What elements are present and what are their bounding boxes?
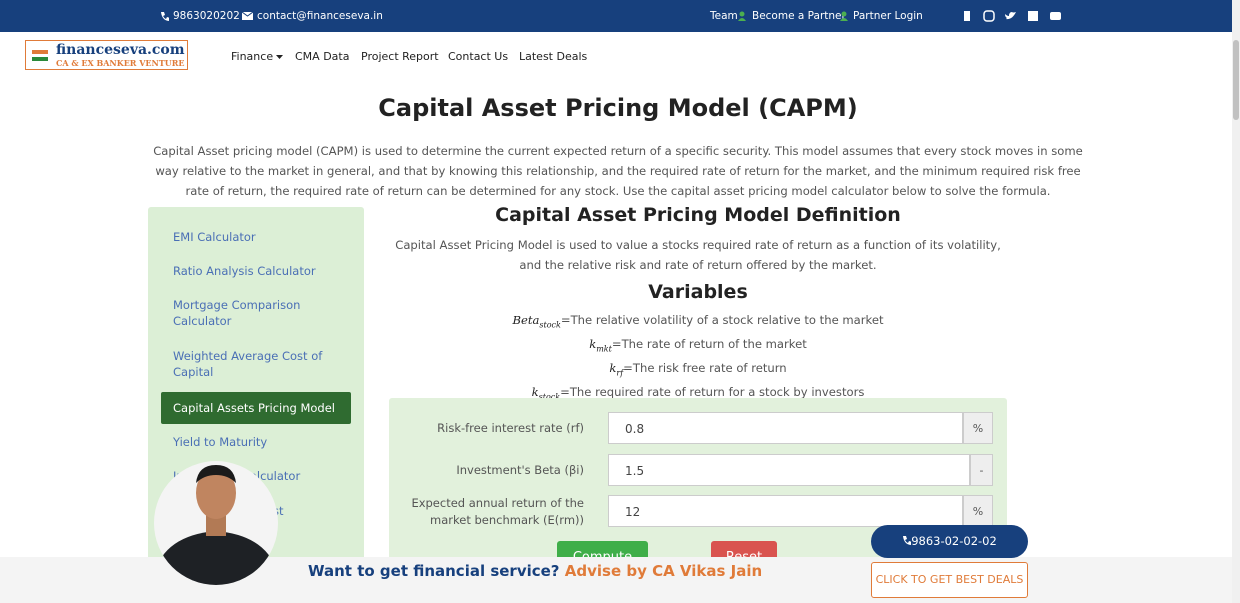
nav-link[interactable]: Project Report xyxy=(361,50,439,63)
logo-tagline: CA & EX BANKER VENTURE xyxy=(56,58,185,68)
variables-heading: Variables xyxy=(648,281,748,303)
variable: kmkt=The rate of return of the market xyxy=(389,335,1007,359)
scrollbar xyxy=(1232,0,1240,603)
footer-text: Want to get financial service? Advise by… xyxy=(308,562,762,580)
side-link[interactable]: Weighted Average Cost of Capital xyxy=(173,349,323,379)
input[interactable]: 12 xyxy=(608,495,963,527)
symbol: k xyxy=(609,361,617,376)
subscript: stock xyxy=(539,320,561,330)
phone-icon xyxy=(161,12,169,21)
subscript: mkt xyxy=(596,344,612,354)
symbol: k xyxy=(589,337,597,352)
variable-text: =The relative volatility of a stock rela… xyxy=(560,313,884,327)
variable: kstock=The required rate of return for a… xyxy=(389,383,1007,407)
top-link[interactable]: Team xyxy=(710,10,738,22)
subscript: stock xyxy=(538,392,561,402)
input-unit: % xyxy=(963,412,993,444)
logo-icon xyxy=(32,50,48,61)
advisor-photo xyxy=(154,461,278,585)
variable-text: =The required rate of return for a stock… xyxy=(560,385,865,400)
logo[interactable]: financeseva.com CA & EX BANKER VENTURE xyxy=(25,40,188,70)
advisor[interactable]: Advise by CA Vikas Jain xyxy=(564,562,763,580)
phone-icon xyxy=(903,536,913,545)
footer-phone: 9863-02-02-02 xyxy=(911,534,997,548)
field-label: Investment's Beta (βi) xyxy=(456,463,584,477)
input[interactable]: 1.5 xyxy=(608,454,970,486)
intro: Capital Asset pricing model (CAPM) is us… xyxy=(153,144,1083,198)
scroll-thumb[interactable] xyxy=(1233,40,1239,120)
social-icons[interactable] xyxy=(962,10,1062,22)
user-icons xyxy=(738,11,848,21)
input-unit: % xyxy=(963,495,993,527)
variable-text: =The rate of return of the market xyxy=(611,337,807,352)
call-button[interactable]: 9863-02-02-02 xyxy=(871,525,1028,558)
side-link[interactable]: Ratio Analysis Calculator xyxy=(173,264,316,278)
definition-heading: Capital Asset Pricing Model Definition xyxy=(495,204,901,226)
variables-list: Betastock=The relative volatility of a s… xyxy=(389,311,1007,407)
input-unit: - xyxy=(970,454,993,486)
deals-button[interactable]: CLICK TO GET BEST DEALS xyxy=(871,562,1028,598)
symbol: Beta xyxy=(512,313,540,327)
symbol: k xyxy=(531,385,539,400)
variable: Betastock=The relative volatility of a s… xyxy=(389,311,1007,335)
nav-link[interactable]: Latest Deals xyxy=(519,50,588,63)
page-title: Capital Asset Pricing Model (CAPM) xyxy=(378,94,858,122)
nav-link[interactable]: CMA Data xyxy=(295,50,350,63)
side-link[interactable]: Yield to Maturity xyxy=(173,435,268,449)
mail-icon xyxy=(242,12,253,20)
side-link-active[interactable]: Capital Assets Pricing Model xyxy=(161,392,351,424)
field-label: Expected annual return of the market ben… xyxy=(411,496,584,527)
phone[interactable]: 9863020202 xyxy=(173,10,240,22)
caret xyxy=(276,55,283,59)
variable: krf=The risk free rate of return xyxy=(389,359,1007,383)
logo-name: financeseva.com xyxy=(56,42,185,58)
variable-text: =The risk free rate of return xyxy=(623,361,787,376)
nav-link[interactable]: Contact Us xyxy=(448,50,509,63)
top-bar: 9863020202 contact@financeseva.in Team B… xyxy=(0,0,1240,32)
definition-text: Capital Asset Pricing Model is used to v… xyxy=(395,238,1001,272)
input[interactable]: 0.8 xyxy=(608,412,963,444)
top-link[interactable]: Become a Partner xyxy=(752,10,846,22)
side-link[interactable]: EMI Calculator xyxy=(173,230,256,244)
field-label: Risk-free interest rate (rf) xyxy=(437,421,584,435)
side-link[interactable]: Mortgage Comparison Calculator xyxy=(173,298,301,328)
subscript: rf xyxy=(616,368,624,378)
nav-link[interactable]: Finance xyxy=(231,50,274,63)
email[interactable]: contact@financeseva.in xyxy=(257,10,383,22)
question: Want to get financial service? xyxy=(308,562,560,580)
top-link[interactable]: Partner Login xyxy=(853,10,923,22)
